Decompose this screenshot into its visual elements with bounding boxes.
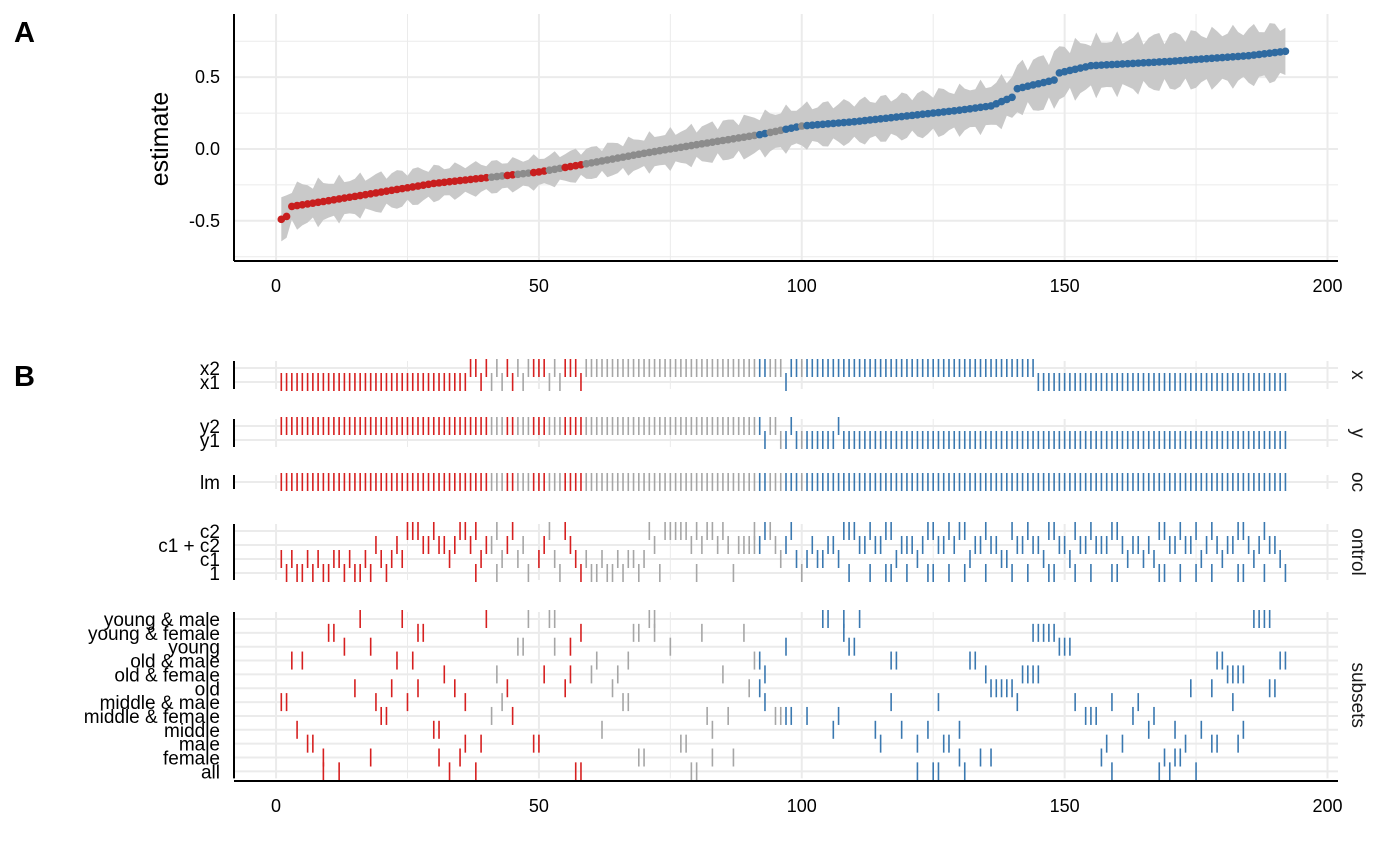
- row-label: y2: [200, 417, 220, 438]
- x-tick-label: 150: [1050, 796, 1080, 816]
- row-label: x1: [200, 373, 220, 394]
- specification-axes: [233, 361, 1338, 782]
- row-label: 1: [209, 564, 220, 585]
- row-label: female: [163, 749, 220, 770]
- x-tick-label: 200: [1312, 276, 1342, 296]
- row-label: x2: [200, 359, 220, 380]
- panel-b-label: B: [14, 361, 35, 393]
- x-tick-label: 0: [271, 796, 281, 816]
- strip-label: x: [1347, 370, 1368, 380]
- row-label: c1 + c2: [158, 536, 220, 557]
- panel-a-label: A: [14, 17, 35, 49]
- estimate-tick-labels: 0 50 100 150 200 -0.5 0.0 0.5: [189, 67, 1343, 296]
- y-axis-title: estimate: [146, 92, 174, 186]
- strip-label: subsets: [1347, 662, 1368, 727]
- row-label: middle: [164, 721, 220, 742]
- row-label: middle & female: [84, 707, 220, 728]
- row-label: young & female: [88, 624, 220, 645]
- estimate-point: [282, 212, 291, 221]
- row-label: all: [201, 762, 220, 783]
- row-label: old & male: [130, 652, 220, 673]
- estimate-point: [1050, 76, 1058, 84]
- estimate-axes: [233, 14, 1338, 262]
- row-label: y1: [200, 431, 220, 452]
- specification-tick-labels: 0 50 100 150 200: [271, 796, 1342, 816]
- x-tick-label: 0: [271, 276, 281, 296]
- x-tick-label: 100: [787, 796, 817, 816]
- y-tick-label: 0.5: [195, 67, 220, 87]
- x-tick-label: 100: [787, 276, 817, 296]
- specification-marks: [280, 359, 1287, 781]
- row-label: old & female: [114, 665, 220, 686]
- x-tick-label: 200: [1312, 796, 1342, 816]
- row-label: young: [168, 638, 220, 659]
- strip-label: oc: [1347, 472, 1368, 492]
- x-tick-label: 50: [529, 276, 549, 296]
- row-label: old: [195, 679, 220, 700]
- row-label: male: [179, 735, 220, 756]
- estimate-points: [277, 47, 1290, 224]
- row-label: c2: [200, 522, 220, 543]
- row-label: c1: [200, 550, 220, 571]
- row-label: middle & male: [100, 693, 220, 714]
- estimate-panel: 0 50 100 150 200 -0.5 0.0 0.5 estimate: [146, 14, 1343, 296]
- estimate-point: [1008, 93, 1016, 102]
- y-tick-label: 0.0: [195, 139, 220, 159]
- row-label: young & male: [104, 610, 220, 631]
- estimate-point: [1281, 47, 1290, 56]
- row-label: lm: [200, 473, 220, 494]
- x-tick-label: 150: [1050, 276, 1080, 296]
- x-tick-label: 50: [529, 796, 549, 816]
- specification-strip-labels: x y oc ontrol subsets: [1347, 370, 1368, 728]
- y-tick-label: -0.5: [189, 211, 220, 231]
- strip-label: ontrol: [1347, 528, 1368, 576]
- strip-label: y: [1347, 428, 1368, 438]
